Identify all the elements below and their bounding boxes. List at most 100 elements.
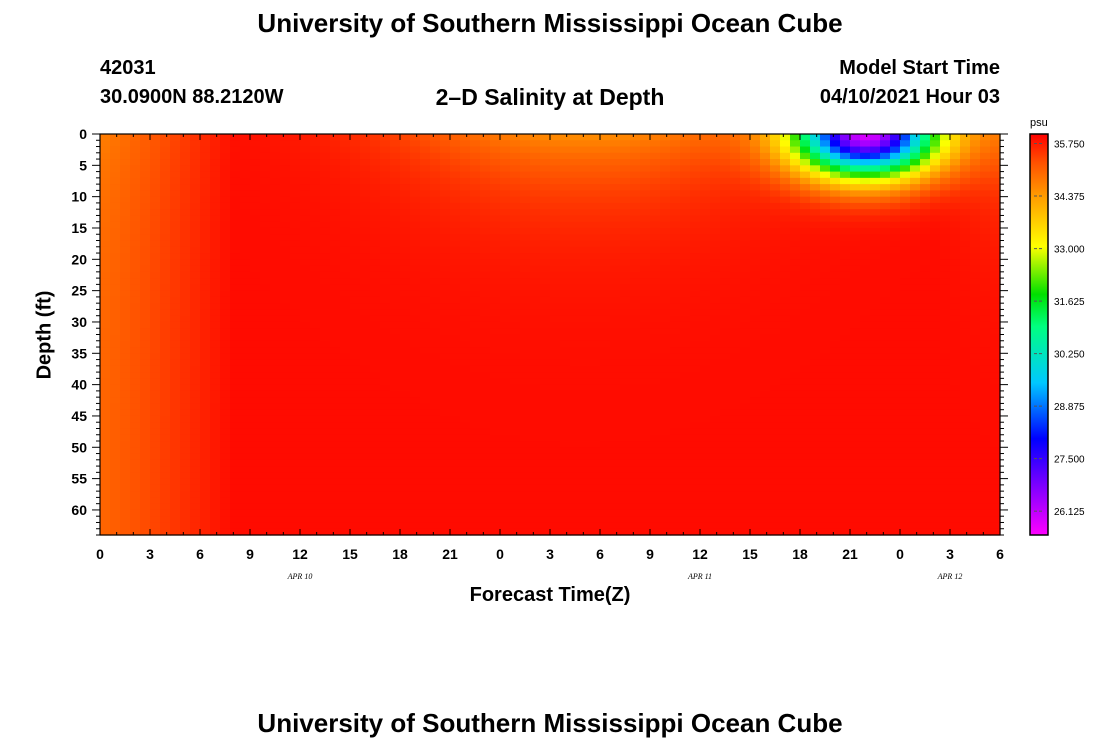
heatmap-cell [370, 415, 381, 423]
heatmap-cell [460, 134, 471, 141]
heatmap-cell [720, 353, 731, 361]
heatmap-cell [820, 196, 831, 204]
heatmap-cell [610, 134, 621, 141]
heatmap-cell [740, 134, 751, 141]
heatmap-cell [780, 296, 791, 304]
heatmap-cell [490, 528, 501, 536]
heatmap-cell [580, 503, 591, 511]
heatmap-cell [110, 522, 121, 530]
heatmap-cell [860, 353, 871, 361]
heatmap-cell [630, 509, 641, 517]
heatmap-cell [290, 365, 301, 373]
heatmap-cell [860, 253, 871, 260]
heatmap-cell [870, 378, 881, 386]
heatmap-cell [400, 365, 411, 373]
heatmap-cell [110, 378, 121, 386]
heatmap-cell [480, 503, 491, 511]
heatmap-cell [530, 140, 541, 148]
heatmap-cell [610, 441, 621, 448]
heatmap-cell [460, 171, 471, 179]
heatmap-cell [360, 259, 371, 267]
heatmap-cell [820, 171, 831, 179]
heatmap-cell [430, 271, 441, 279]
heatmap-cell [350, 309, 361, 317]
heatmap-cell [200, 190, 211, 198]
heatmap-cell [710, 265, 721, 273]
heatmap-cell [500, 359, 511, 367]
heatmap-cell [260, 441, 271, 448]
heatmap-cell [740, 516, 751, 524]
heatmap-cell [260, 428, 271, 436]
heatmap-cell [820, 303, 831, 311]
heatmap-cell [660, 221, 671, 229]
heatmap-cell [390, 340, 401, 348]
heatmap-cell [510, 321, 521, 329]
heatmap-cell [380, 415, 391, 423]
heatmap-cell [300, 522, 311, 530]
heatmap-cell [350, 221, 361, 229]
heatmap-cell [380, 397, 391, 405]
heatmap-cell [810, 177, 821, 185]
heatmap-cell [100, 159, 111, 166]
heatmap-cell [160, 528, 171, 536]
heatmap-cell [480, 209, 491, 217]
heatmap-cell [430, 196, 441, 204]
heatmap-cell [600, 190, 611, 198]
heatmap-cell [130, 459, 141, 467]
heatmap-cell [400, 422, 411, 430]
heatmap-cell [650, 397, 661, 405]
heatmap-cell [160, 434, 171, 442]
heatmap-cell [810, 422, 821, 430]
heatmap-cell [680, 303, 691, 311]
heatmap-cell [830, 271, 841, 279]
heatmap-cell [340, 296, 351, 304]
heatmap-cell [400, 403, 411, 411]
heatmap-cell [870, 422, 881, 430]
heatmap-cell [490, 447, 501, 455]
heatmap-cell [220, 409, 231, 417]
heatmap-cell [300, 422, 311, 430]
heatmap-cell [530, 209, 541, 217]
heatmap-cell [740, 296, 751, 304]
heatmap-cell [120, 340, 131, 348]
heatmap-cell [640, 397, 651, 405]
heatmap-cell [750, 472, 761, 480]
heatmap-cell [360, 165, 371, 173]
heatmap-cell [410, 321, 421, 329]
heatmap-cell [520, 365, 531, 373]
heatmap-cell [360, 227, 371, 235]
heatmap-cell [800, 296, 811, 304]
heatmap-cell [470, 140, 481, 148]
heatmap-cell [220, 516, 231, 524]
heatmap-cell [670, 422, 681, 430]
heatmap-cell [690, 215, 701, 223]
heatmap-cell [440, 152, 451, 160]
heatmap-cell [500, 227, 511, 235]
heatmap-cell [200, 296, 211, 304]
heatmap-cell [680, 296, 691, 304]
heatmap-cell [500, 315, 511, 323]
heatmap-cell [660, 353, 671, 361]
heatmap-cell [290, 478, 301, 486]
heatmap-cell [530, 271, 541, 279]
heatmap-cell [730, 190, 741, 198]
heatmap-cell [270, 372, 281, 379]
heatmap-cell [170, 259, 181, 267]
heatmap-cell [400, 265, 411, 273]
heatmap-cell [650, 240, 661, 248]
heatmap-cell [260, 516, 271, 524]
heatmap-cell [190, 384, 201, 392]
heatmap-cell [770, 472, 781, 480]
heatmap-cell [260, 509, 271, 517]
heatmap-cell [690, 422, 701, 430]
heatmap-cell [620, 434, 631, 442]
heatmap-cell [360, 315, 371, 323]
heatmap-cell [720, 378, 731, 386]
heatmap-cell [290, 434, 301, 442]
heatmap-cell [630, 522, 641, 530]
heatmap-cell [550, 528, 561, 536]
heatmap-cell [830, 472, 841, 480]
heatmap-cell [370, 372, 381, 379]
heatmap-cell [610, 422, 621, 430]
heatmap-cell [330, 528, 341, 536]
